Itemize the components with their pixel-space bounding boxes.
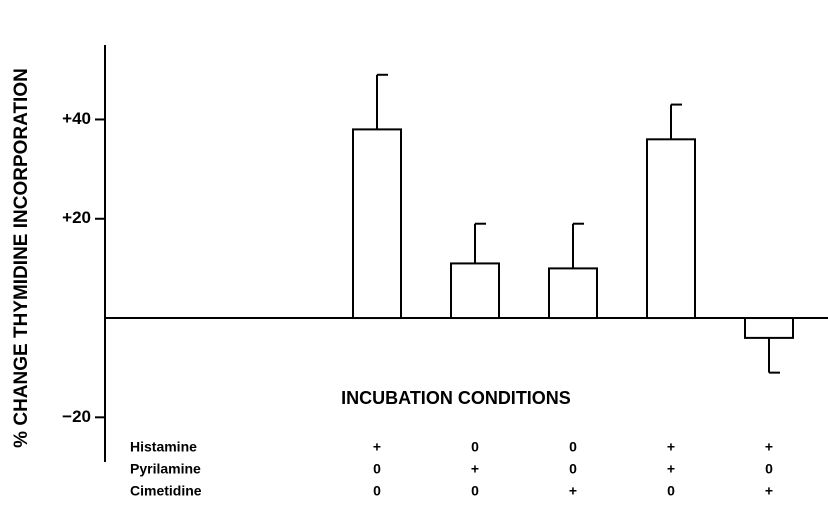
condition-value: +: [373, 439, 381, 455]
condition-value: 0: [373, 483, 381, 499]
condition-name: Pyrilamine: [130, 461, 201, 477]
y-tick-label: −20: [62, 407, 91, 426]
condition-name: Histamine: [130, 439, 197, 455]
bar: [744, 317, 794, 339]
y-tick-label: +40: [62, 109, 91, 128]
condition-value: 0: [765, 461, 773, 477]
condition-value: +: [569, 483, 577, 499]
condition-value: +: [765, 439, 773, 455]
condition-value: +: [667, 461, 675, 477]
bar: [646, 138, 696, 320]
condition-value: 0: [471, 483, 479, 499]
condition-value: +: [667, 439, 675, 455]
condition-value: 0: [667, 483, 675, 499]
condition-value: 0: [569, 439, 577, 455]
condition-name: Cimetidine: [130, 483, 202, 499]
x-axis-label: INCUBATION CONDITIONS: [341, 388, 571, 408]
condition-value: +: [471, 461, 479, 477]
condition-value: +: [765, 483, 773, 499]
y-axis-label: % CHANGE THYMIDINE INCORPORATION: [11, 68, 32, 448]
bar: [352, 128, 402, 320]
condition-value: 0: [569, 461, 577, 477]
y-tick-label: +20: [62, 208, 91, 227]
bar: [450, 262, 500, 320]
condition-value: 0: [373, 461, 381, 477]
bar: [548, 267, 598, 320]
condition-value: 0: [471, 439, 479, 455]
